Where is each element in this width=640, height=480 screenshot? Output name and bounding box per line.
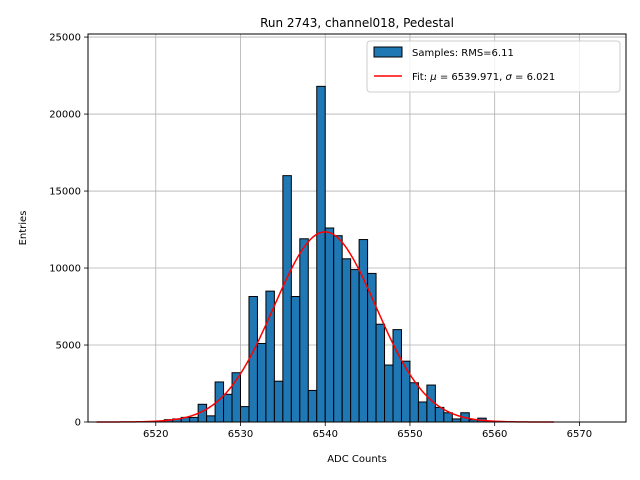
x-tick-label: 6570 xyxy=(567,429,592,440)
histogram-bar xyxy=(256,342,267,423)
y-tick-label: 5000 xyxy=(56,341,81,352)
histogram-bar xyxy=(206,415,216,423)
y-tick-label: 15000 xyxy=(49,187,81,198)
legend-box xyxy=(366,40,621,93)
histogram-bar xyxy=(282,175,292,423)
histogram-bar xyxy=(290,296,301,423)
x-tick-label: 6540 xyxy=(313,429,338,440)
y-tick-label: 10000 xyxy=(49,264,81,275)
x-tick-label: 6560 xyxy=(482,429,507,440)
legend-mu-symbol: μ xyxy=(429,72,436,83)
legend-label-fit: Fit: μ = 6539.971, σ = 6.021 xyxy=(412,72,555,83)
histogram-bar xyxy=(189,416,199,423)
histogram-bar xyxy=(434,406,445,423)
x-tick-label: 6520 xyxy=(143,429,168,440)
x-axis: 6520 6530 6540 6550 6560 6570 xyxy=(143,422,592,440)
x-tick-label: 6550 xyxy=(397,429,422,440)
y-tick-label: 0 xyxy=(75,418,81,429)
histogram-bar xyxy=(273,380,284,423)
histogram-bar xyxy=(384,364,394,423)
histogram-bar xyxy=(358,239,369,423)
histogram-bar xyxy=(265,290,275,423)
histogram-bar xyxy=(341,258,352,423)
histogram-bar xyxy=(400,360,411,423)
y-tick-label: 20000 xyxy=(49,110,81,121)
histogram-bar xyxy=(392,329,402,423)
histogram-bar xyxy=(307,389,318,423)
legend-fit-prefix: Fit: xyxy=(412,72,430,83)
histogram-bar xyxy=(299,238,309,423)
legend-label-samples: Samples: RMS=6.11 xyxy=(412,48,514,59)
legend: Samples: RMS=6.11 Fit: μ = 6539.971, σ =… xyxy=(366,40,621,93)
y-axis-title: Entries xyxy=(18,211,29,246)
histogram-bars xyxy=(163,85,487,423)
histogram-bar xyxy=(375,323,386,423)
histogram-bar xyxy=(409,382,419,423)
x-tick-label: 6530 xyxy=(228,429,253,440)
histogram-bar xyxy=(324,227,335,423)
y-tick-label: 25000 xyxy=(49,33,81,44)
legend-sigma-symbol: σ xyxy=(505,72,512,83)
plot-frame xyxy=(87,33,627,423)
histogram-bar xyxy=(316,85,326,423)
histogram-bar xyxy=(223,393,233,423)
legend-swatch-samples xyxy=(373,46,403,58)
legend-mu-value: 6539.971 xyxy=(451,72,499,83)
y-axis: 0 5000 10000 15000 20000 25000 xyxy=(49,33,88,429)
fit-curve xyxy=(96,231,554,423)
legend-sigma-value: 6.021 xyxy=(527,72,556,83)
histogram-bar xyxy=(333,235,343,423)
chart-title: Run 2743, channel018, Pedestal xyxy=(260,16,454,30)
x-axis-title: ADC Counts xyxy=(327,454,387,465)
histogram-bar xyxy=(240,406,250,423)
histogram-bar xyxy=(248,296,258,423)
histogram-bar xyxy=(443,412,453,423)
histogram-bar xyxy=(350,269,360,423)
histogram-bar xyxy=(417,401,428,423)
